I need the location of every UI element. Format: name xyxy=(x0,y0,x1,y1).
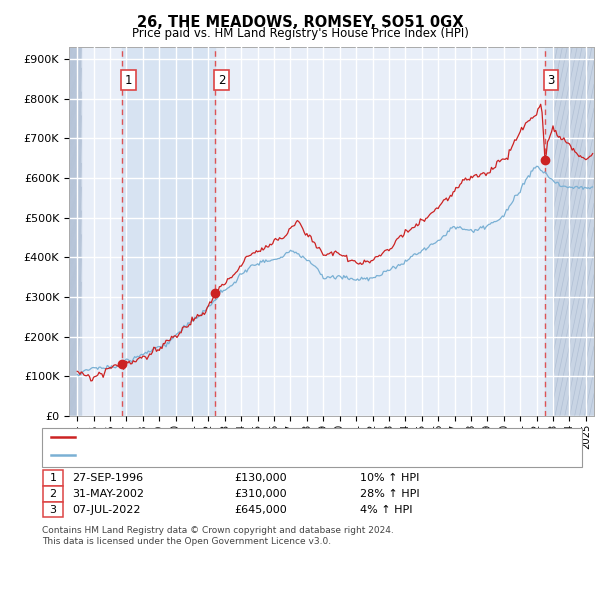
Text: £645,000: £645,000 xyxy=(234,505,287,514)
Text: 1: 1 xyxy=(125,74,132,87)
Text: Contains HM Land Registry data © Crown copyright and database right 2024.
This d: Contains HM Land Registry data © Crown c… xyxy=(42,526,394,546)
Text: £130,000: £130,000 xyxy=(234,473,287,483)
Text: 31-MAY-2002: 31-MAY-2002 xyxy=(72,489,144,499)
Text: HPI: Average price, detached house, Test Valley: HPI: Average price, detached house, Test… xyxy=(81,450,329,460)
Text: 1: 1 xyxy=(50,473,56,483)
Bar xyxy=(122,47,215,416)
Bar xyxy=(545,47,594,416)
Text: 26, THE MEADOWS, ROMSEY, SO51 0GX (detached house): 26, THE MEADOWS, ROMSEY, SO51 0GX (detac… xyxy=(81,432,385,442)
Text: 2: 2 xyxy=(50,489,56,499)
Text: 3: 3 xyxy=(548,74,555,87)
Text: £310,000: £310,000 xyxy=(234,489,287,499)
Text: 07-JUL-2022: 07-JUL-2022 xyxy=(72,505,140,514)
Text: 4% ↑ HPI: 4% ↑ HPI xyxy=(360,505,413,514)
Text: 27-SEP-1996: 27-SEP-1996 xyxy=(72,473,143,483)
Text: 3: 3 xyxy=(50,505,56,514)
Text: 2: 2 xyxy=(218,74,226,87)
Text: 28% ↑ HPI: 28% ↑ HPI xyxy=(360,489,419,499)
Text: 26, THE MEADOWS, ROMSEY, SO51 0GX: 26, THE MEADOWS, ROMSEY, SO51 0GX xyxy=(137,15,463,30)
Text: 10% ↑ HPI: 10% ↑ HPI xyxy=(360,473,419,483)
Text: Price paid vs. HM Land Registry's House Price Index (HPI): Price paid vs. HM Land Registry's House … xyxy=(131,27,469,40)
